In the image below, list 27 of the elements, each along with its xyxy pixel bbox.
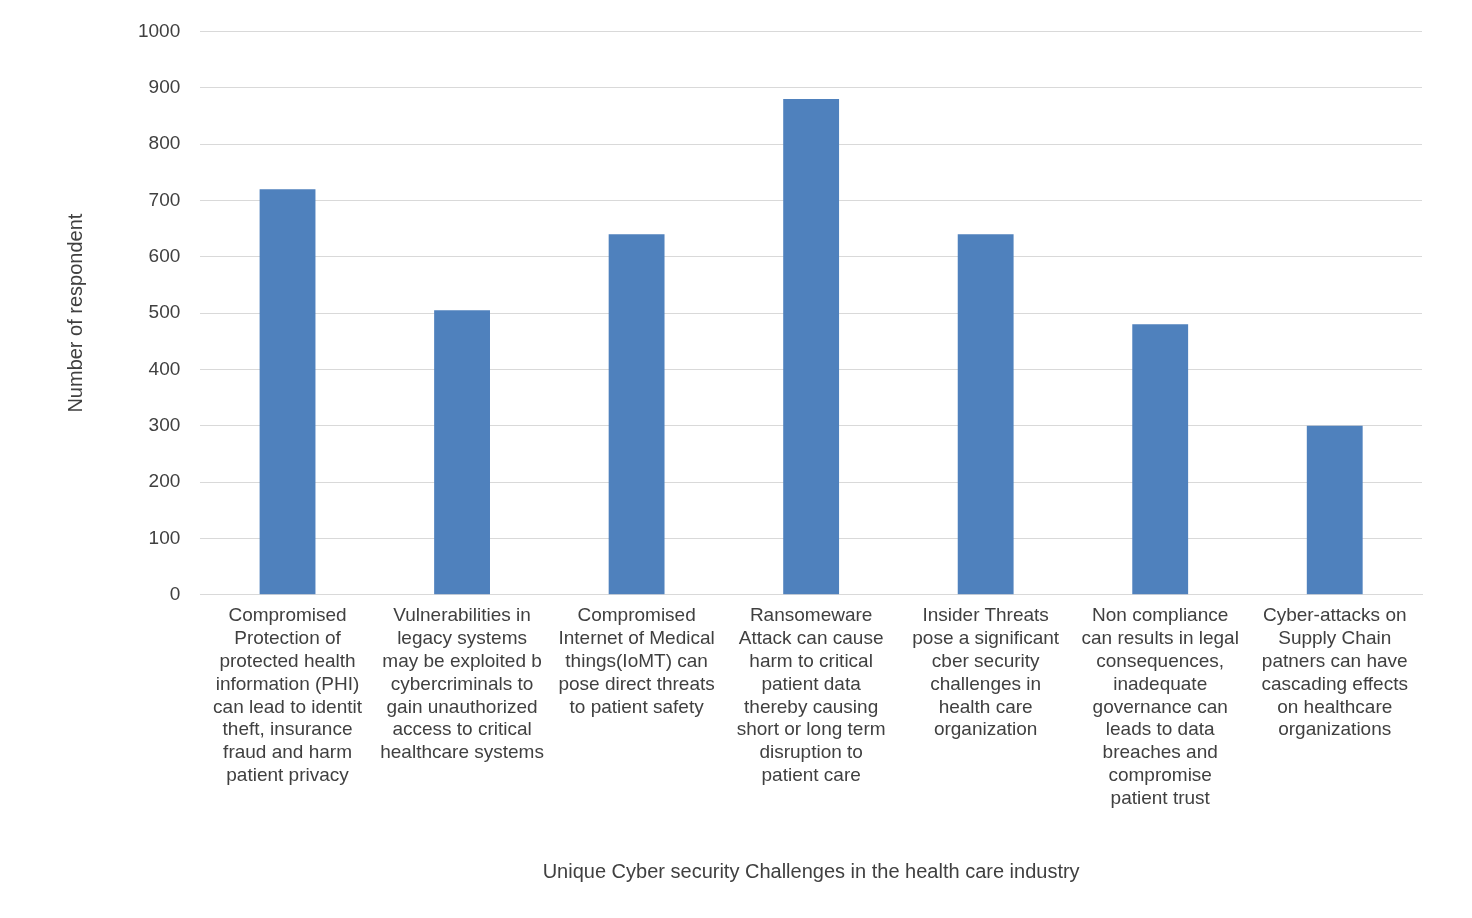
y-tick-label: 800 xyxy=(148,132,181,154)
y-tick-label: 700 xyxy=(148,188,181,210)
x-tick-label: Compromised Internet of Medical things(IoMT) can pose direct threats to patient safety xyxy=(558,604,715,717)
y-tick-label: 300 xyxy=(148,414,181,436)
y-tick-label: 600 xyxy=(148,244,181,266)
x-axis-title: Unique Cyber security Challenges in the health care industry xyxy=(542,859,1080,882)
bar xyxy=(1306,425,1363,595)
bar xyxy=(957,234,1014,595)
y-tick-label: 100 xyxy=(148,526,181,548)
x-tick-label: Cyber-attacks on Supply Chain patners can have cascading effects on healthcare organizations xyxy=(1261,604,1408,740)
y-tick-label: 900 xyxy=(148,75,181,97)
y-tick-label: 500 xyxy=(148,301,181,323)
bar xyxy=(1132,324,1189,595)
y-axis-title: Number of respondent xyxy=(63,213,86,413)
bar xyxy=(259,189,316,595)
y-tick-label: 1000 xyxy=(137,19,181,41)
bar xyxy=(608,234,665,595)
x-tick-label: Insider Threats pose a significant cber security challenges in health care organization xyxy=(912,604,1060,740)
x-tick-label: Compromised Protection of protected health information (PHI) can lead to identit theft, insurance fraud and harm patient privacy xyxy=(213,604,363,786)
y-tick-label: 200 xyxy=(148,470,181,492)
bar xyxy=(434,310,490,595)
x-tick-label: Ransomeware Attack can cause harm to critical patient data thereby causing short or long term disruption to patient care xyxy=(736,604,886,786)
category-label: Non compliance can results in legal consequences, inadequate governance can leads to data breaches and compromise patient trust xyxy=(1081,604,1239,808)
y-tick-label: 0 xyxy=(169,583,181,605)
x-tick-label: Vulnerabilities in legacy systems may be exploited b cybercriminals to gain unauthorized access to critical healthcare systems xyxy=(380,604,544,763)
bar xyxy=(783,99,840,595)
y-tick-label: 400 xyxy=(148,357,181,379)
